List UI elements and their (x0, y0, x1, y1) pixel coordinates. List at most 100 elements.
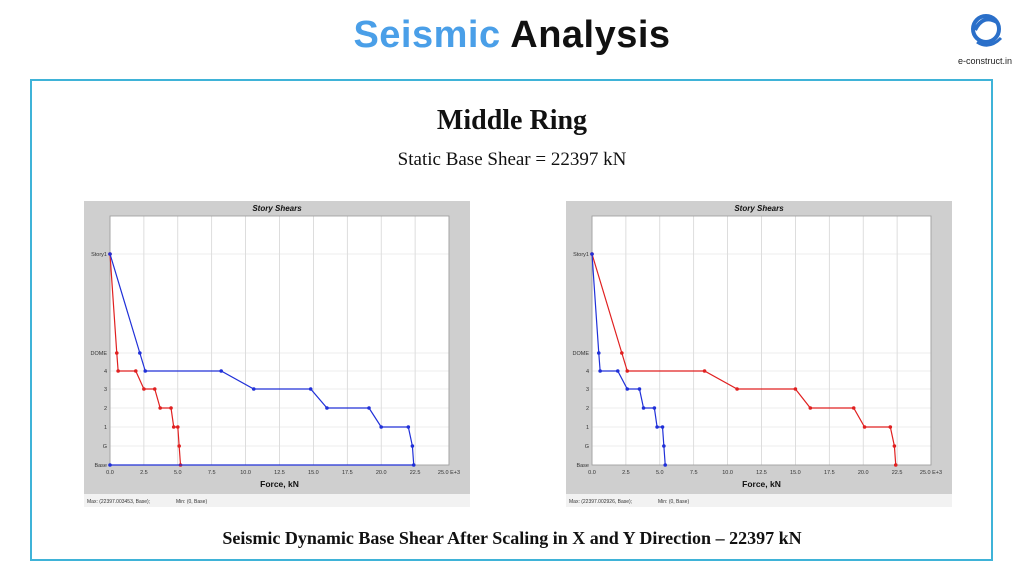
series-point-2 (411, 463, 416, 467)
series-point-2 (663, 463, 668, 467)
chart-footer-max: Max: (22397.003453, Base); (87, 499, 150, 505)
section-heading: Middle Ring (436, 105, 588, 136)
series-point-1 (851, 406, 856, 410)
series-point-2 (598, 369, 602, 373)
y-tick-label: DOME (573, 351, 590, 357)
x-tick-label: 15.0 (308, 470, 319, 476)
brand-logo: e-construct.in (945, 6, 1024, 72)
series-point-1 (892, 444, 897, 448)
chart-title: Story Shears (734, 204, 784, 213)
chart-footer-max: Max: (22397.002926, Base); (569, 499, 632, 505)
x-tick-label: 17.5 (824, 470, 835, 476)
brand-logo-text: e-construct.in (957, 56, 1013, 66)
series-point-1 (152, 387, 157, 391)
chart-title: Story Shears (252, 204, 302, 213)
y-tick-label: G (103, 444, 107, 450)
x-tick-label: 22.5 (892, 470, 903, 476)
x-tick-label: 10.0 (240, 470, 251, 476)
x-axis-label: Force, kN (260, 479, 299, 489)
story-shears-chart-right-svg: Story Shears 0.0 2.5 5.0 7.5 10.0 12.5 15.0 17.5… (566, 201, 952, 507)
y-tick-label: 4 (586, 369, 589, 375)
y-tick-label: Story1 (91, 252, 107, 258)
series-point-2 (143, 369, 148, 373)
series-point-1 (862, 425, 867, 429)
chart-status-bar (566, 494, 952, 507)
x-tick-label: 7.5 (208, 470, 216, 476)
series-point-2 (655, 425, 659, 429)
series-point-1 (142, 387, 146, 391)
series-point-2 (108, 252, 112, 256)
series-line-1 (591, 253, 897, 466)
y-tick-label: 1 (104, 425, 107, 431)
x-tick-label: 25.0 E+3 (438, 470, 460, 476)
series-point-1 (735, 387, 739, 391)
series-point-2 (219, 369, 223, 373)
series-point-1 (169, 406, 173, 410)
series-point-1 (808, 406, 813, 410)
series-point-1 (116, 369, 120, 373)
series-point-1 (158, 406, 162, 410)
series-point-2 (652, 406, 657, 410)
page-title-word-seismic: Seismic (353, 14, 501, 56)
x-tick-label: 12.5 (274, 470, 285, 476)
series-point-2 (641, 406, 646, 410)
series-point-1 (888, 425, 893, 429)
series-point-2 (406, 425, 411, 429)
x-tick-label: 2.5 (622, 470, 630, 476)
content-frame (30, 79, 993, 561)
chart-footer-min: Min: (0, Base) (176, 499, 207, 505)
series-point-2 (662, 444, 666, 448)
series-point-2 (660, 425, 665, 429)
x-tick-label: 0.0 (106, 470, 114, 476)
series-point-2 (308, 387, 313, 391)
y-tick-label: Base (94, 463, 107, 469)
series-point-1 (114, 351, 119, 355)
e-swirl-logo-icon (971, 14, 1003, 47)
y-tick-label: 1 (586, 425, 589, 431)
x-tick-label: 15.0 (790, 470, 801, 476)
series-point-2 (637, 387, 642, 391)
x-tick-label: 17.5 (342, 470, 353, 476)
series-point-2 (367, 406, 371, 410)
y-tick-label: G (585, 444, 589, 450)
x-tick-label: 10.0 (722, 470, 733, 476)
y-tick-label: Story1 (573, 252, 589, 258)
chart-plot-border (591, 215, 932, 466)
section-subheading: Static Base Shear = 22397 kN (397, 149, 627, 170)
series-point-1 (893, 463, 898, 467)
y-tick-label: 3 (104, 387, 107, 393)
series-point-2 (615, 369, 620, 373)
x-tick-label: 20.0 (858, 470, 869, 476)
chart-footer-min: Min: (0, Base) (658, 499, 689, 505)
page-title: Seismic Analysis (0, 14, 1024, 57)
footer-caption: Seismic Dynamic Base Shear After Scaling… (222, 528, 802, 548)
series-point-2 (596, 351, 601, 355)
series-point-2 (379, 425, 384, 429)
y-tick-label: 4 (104, 369, 107, 375)
story-shears-chart-right: Story Shears 0.0 2.5 5.0 7.5 10.0 12.5 15.0 17.5… (566, 201, 952, 507)
x-tick-label: 20.0 (376, 470, 387, 476)
x-tick-label: 7.5 (690, 470, 698, 476)
series-point-1 (171, 425, 176, 429)
series-point-2 (410, 444, 415, 448)
series-point-2 (590, 252, 594, 256)
x-tick-label: 0.0 (588, 470, 596, 476)
series-point-2 (251, 387, 256, 391)
x-tick-label: 5.0 (174, 470, 182, 476)
series-point-2 (625, 387, 630, 391)
series-line-2 (591, 253, 666, 466)
series-point-1 (625, 369, 630, 373)
chart-status-bar (84, 494, 470, 507)
story-shears-chart-left-svg: Story Shears 0.0 2.5 5.0 7.5 10.0 12.5 15.0 17.5… (84, 201, 470, 507)
series-point-2 (325, 406, 329, 410)
x-tick-label: 2.5 (140, 470, 148, 476)
series-point-1 (133, 369, 138, 373)
series-point-2 (138, 351, 142, 355)
story-shears-chart-left: Story Shears 0.0 2.5 5.0 7.5 10.0 12.5 15.0 17.5… (84, 201, 470, 507)
y-tick-label: Base (576, 463, 589, 469)
series-point-1 (793, 387, 798, 391)
y-tick-label: 3 (586, 387, 589, 393)
page-title-word-analysis: Analysis (510, 14, 671, 56)
series-point-1 (177, 444, 181, 448)
x-axis-label: Force, kN (742, 479, 781, 489)
